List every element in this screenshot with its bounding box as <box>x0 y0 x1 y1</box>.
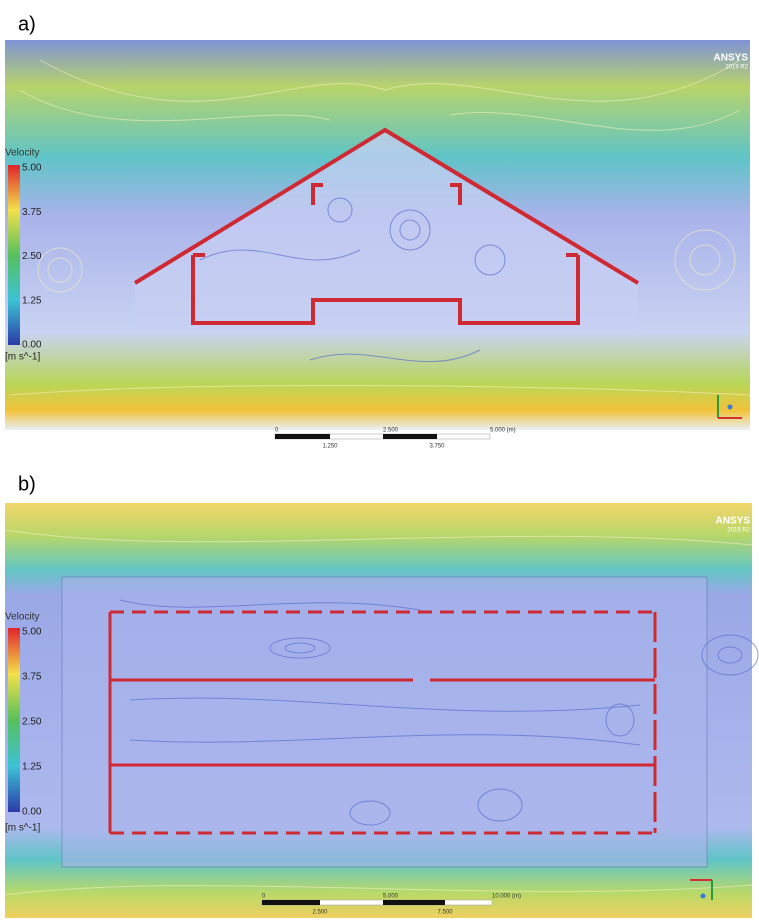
legend-tick: 2.50 <box>22 251 42 262</box>
colorbar <box>8 628 20 812</box>
legend-unit: [m s^-1] <box>5 352 40 363</box>
scale-label: 10.000 (m) <box>492 894 521 900</box>
legend-title: Velocity <box>5 612 39 623</box>
scale-label: 3.750 <box>429 444 445 450</box>
scale-label: 5.000 (m) <box>490 428 516 434</box>
figure: a)ANSYS2019 R2Velocity5.003.752.501.250.… <box>0 0 759 924</box>
software-logo: ANSYS <box>714 53 749 64</box>
legend-tick: 3.75 <box>22 207 42 218</box>
scale-bar-segment <box>275 434 330 439</box>
scale-bar-segment <box>383 900 445 905</box>
panel-label: a) <box>18 13 36 35</box>
legend-tick: 1.25 <box>22 295 42 306</box>
colorbar <box>8 165 20 345</box>
software-logo: ANSYS <box>716 516 751 527</box>
legend-tick: 1.25 <box>22 762 42 773</box>
legend-tick: 5.00 <box>22 627 42 638</box>
scale-label: 2.500 <box>383 428 399 434</box>
legend-title: Velocity <box>5 148 39 159</box>
scale-bar-segment <box>383 434 437 439</box>
scale-label: 7.500 <box>437 910 453 916</box>
legend-tick: 0.00 <box>22 340 42 351</box>
legend-tick: 2.50 <box>22 717 42 728</box>
legend-tick: 3.75 <box>22 672 42 683</box>
building-zone <box>62 577 707 867</box>
legend-tick: 0.00 <box>22 807 42 818</box>
software-version: 2019 R2 <box>725 65 748 71</box>
panel-label: b) <box>18 473 36 495</box>
scale-label: 1.250 <box>322 444 338 450</box>
scale-label: 2.500 <box>312 910 328 916</box>
software-version: 2019 R2 <box>727 528 750 534</box>
legend-unit: [m s^-1] <box>5 823 40 834</box>
scale-label: 5.000 <box>383 894 399 900</box>
legend-tick: 5.00 <box>22 163 42 174</box>
scale-bar-segment <box>262 900 320 905</box>
